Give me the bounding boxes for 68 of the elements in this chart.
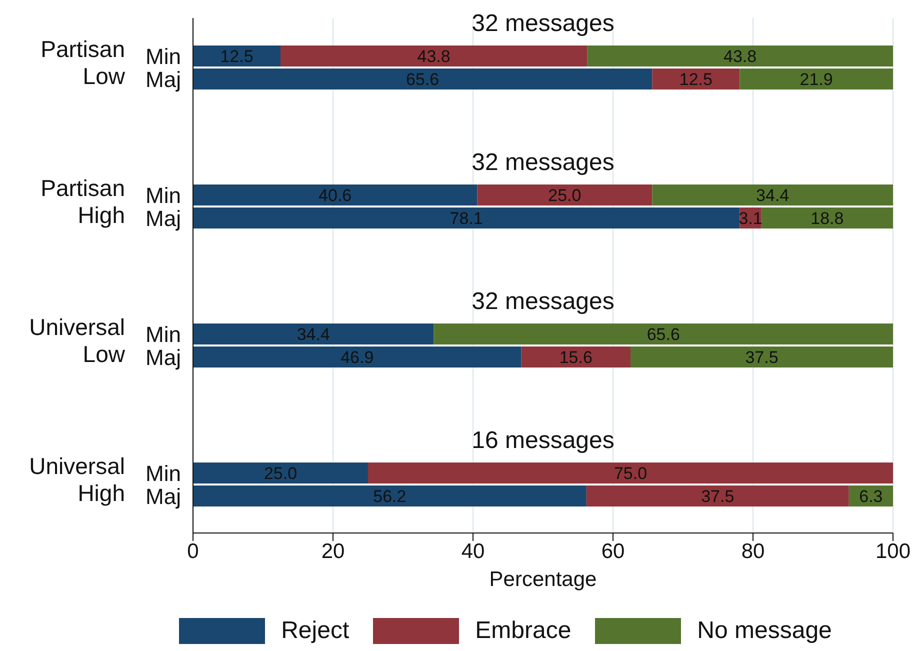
data-label: 12.5 (220, 47, 254, 66)
bar (521, 346, 630, 368)
chart-title: 32 messages (470, 10, 616, 38)
x-axis-title: Percentage (489, 568, 597, 591)
x-tick-label: 20 (321, 540, 345, 563)
y-axis-title: Partisan Low (40, 36, 125, 90)
data-label: 18.8 (810, 209, 844, 228)
data-label: 75.0 (614, 464, 648, 483)
bar (193, 486, 586, 506)
data-label: 65.6 (646, 325, 680, 344)
data-label: 12.5 (679, 70, 712, 89)
bar (193, 184, 478, 206)
bar (193, 46, 280, 66)
y-tick-label: Min (146, 183, 181, 208)
data-label: 78.1 (450, 209, 483, 228)
data-label: 37.5 (701, 487, 734, 506)
data-label: 40.6 (318, 186, 352, 205)
bar (586, 486, 849, 506)
y-tick-label: Maj (146, 345, 181, 370)
data-label: 37.5 (745, 348, 778, 367)
bar (193, 208, 740, 228)
bar (477, 184, 652, 206)
bar (280, 46, 588, 66)
data-label: 25.0 (264, 464, 298, 483)
y-tick-label: Maj (146, 67, 181, 92)
bar (630, 346, 893, 368)
bar (761, 208, 893, 228)
bar (193, 462, 368, 484)
y-tick-label: Maj (146, 484, 181, 509)
x-tick-label: 0 (187, 540, 199, 563)
legend-label: No message (697, 617, 832, 645)
data-label: 6.3 (859, 487, 883, 506)
bar (740, 68, 893, 90)
x-tick-label: 40 (461, 540, 485, 563)
legend-label: Reject (281, 617, 350, 645)
bar (193, 346, 522, 368)
data-label: 43.8 (417, 47, 450, 66)
y-axis-title: Universal High (28, 452, 125, 506)
y-axis-title: Universal Low (28, 314, 125, 368)
x-tick-label: 80 (741, 540, 765, 563)
bar (652, 184, 893, 206)
chart-title: 32 messages (470, 149, 616, 177)
bar (434, 324, 893, 344)
x-tick-label: 100 (875, 540, 911, 563)
data-label: 34.4 (756, 186, 790, 205)
bar (652, 68, 740, 90)
y-tick-label: Maj (146, 206, 181, 231)
data-label: 65.6 (406, 70, 440, 89)
data-label: 15.6 (559, 348, 592, 367)
bar (368, 462, 893, 484)
data-label: 46.9 (340, 348, 374, 367)
bar (193, 68, 652, 90)
y-tick-label: Min (146, 322, 181, 347)
y-axis-title: Partisan High (40, 174, 125, 228)
data-label: 3.1 (738, 209, 762, 228)
legend-label: Embrace (475, 617, 572, 645)
bar (587, 46, 893, 66)
bar (193, 324, 434, 344)
y-tick-label: Min (146, 461, 181, 486)
data-label: 43.8 (724, 47, 757, 66)
chart-title: 16 messages (470, 427, 616, 455)
data-label: 34.4 (296, 325, 330, 344)
chart-title: 32 messages (470, 288, 616, 316)
x-tick-label: 60 (601, 540, 625, 563)
data-label: 25.0 (548, 186, 582, 205)
data-label: 56.2 (373, 487, 406, 506)
y-tick-label: Min (146, 44, 181, 69)
data-label: 21.9 (800, 70, 833, 89)
